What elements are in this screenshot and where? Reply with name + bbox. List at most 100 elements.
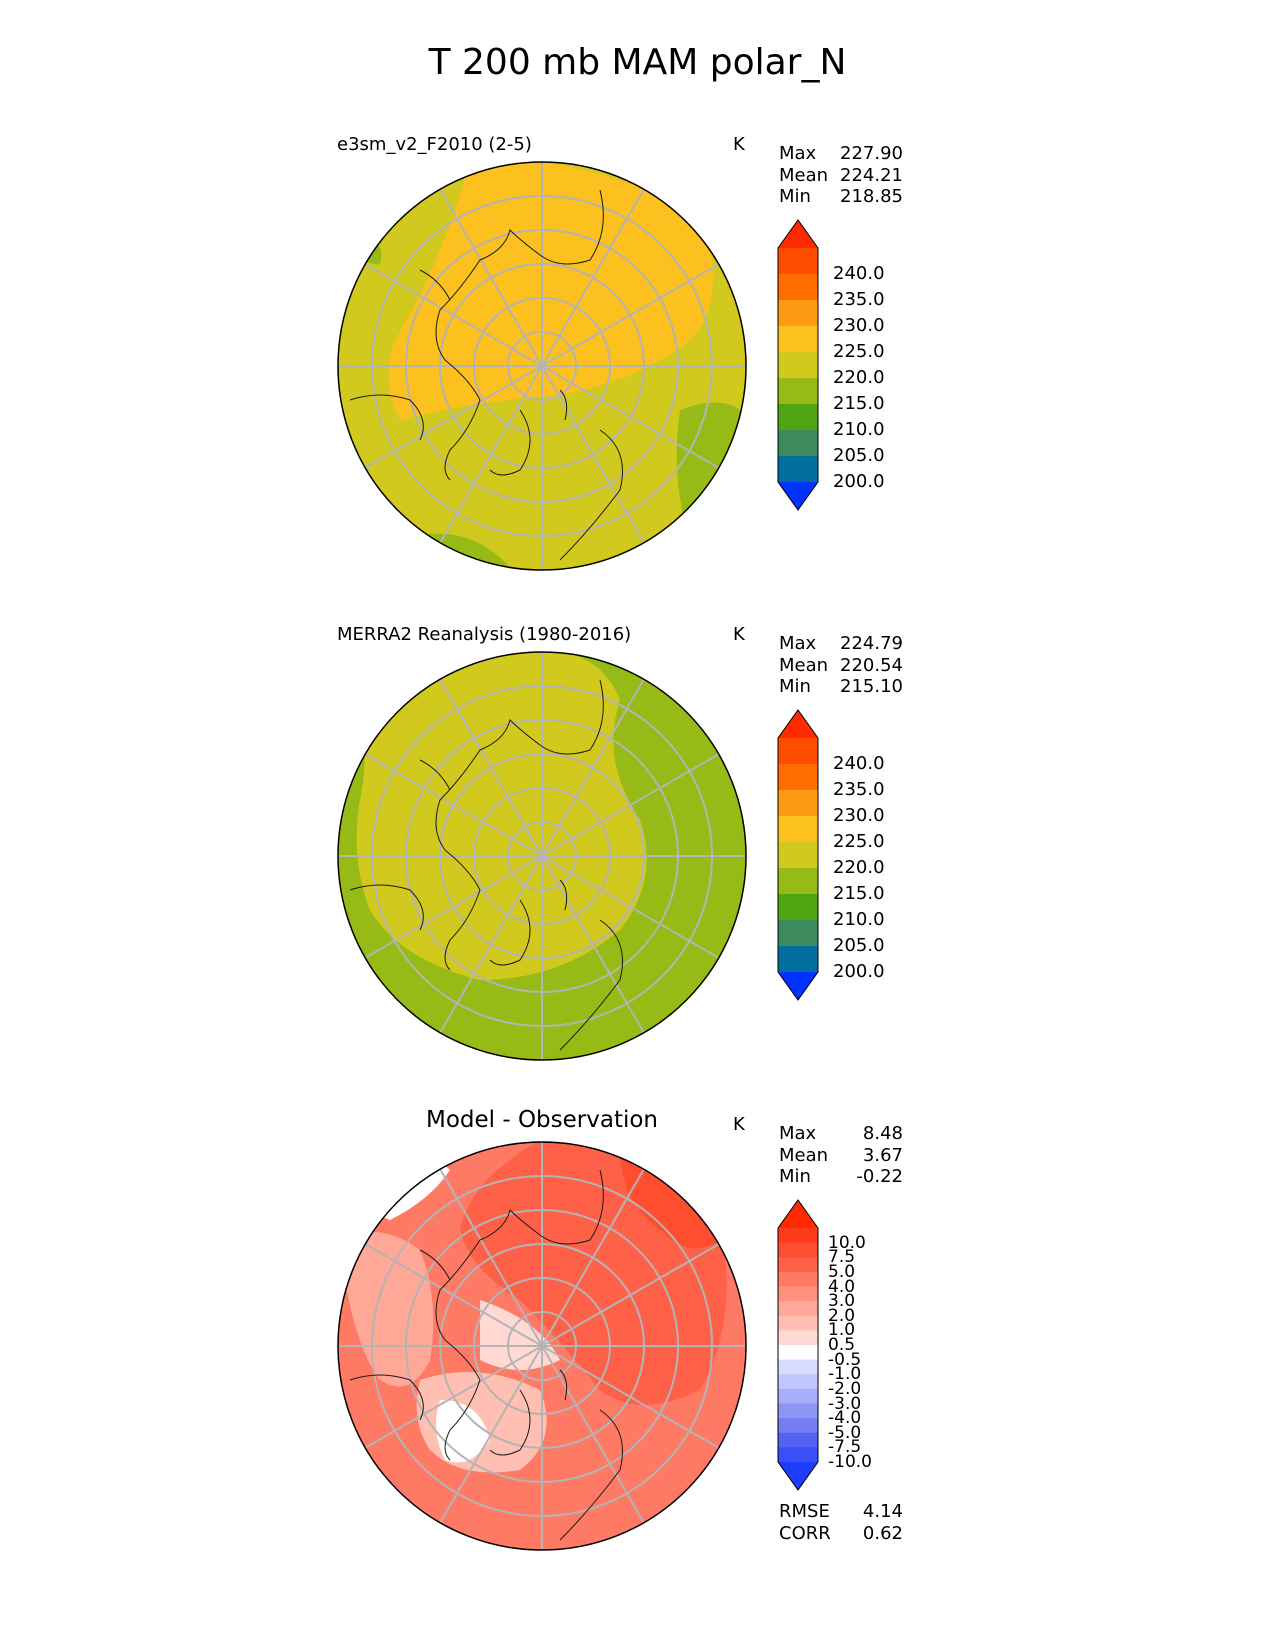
- panel-reference-coastlines: [349, 679, 623, 1051]
- panel-difference-colorbar-tick-label: -2.0: [828, 1378, 862, 1399]
- panel-reference-units: K: [733, 624, 745, 645]
- panel-test-colorbar-segment: [778, 404, 818, 431]
- panel-reference-stats: Max 224.79 Mean 220.54 Min 215.10: [779, 633, 903, 697]
- panel-reference-colorbar-segment: [778, 790, 818, 817]
- panel-test-colorbar-tick-label: 230.0: [833, 315, 885, 336]
- panel-reference-colorbar-tick-label: 200.0: [833, 961, 885, 982]
- panel-test-colorbar-tick-label: 220.0: [833, 367, 885, 388]
- panel-difference-colorbar-segment: [778, 1242, 818, 1258]
- panel-difference-colorbar-segment: [778, 1271, 818, 1287]
- panel-difference-colorbar-segment: [778, 1418, 818, 1434]
- panel-reference-colorbar-segment: [778, 946, 818, 973]
- panel-difference-coastlines: [349, 1169, 623, 1541]
- panel-reference-map-boundary: [337, 651, 747, 1061]
- panel-reference-colorbar-tick-label: 210.0: [833, 909, 885, 930]
- panel-test-colorbar-segment: [778, 326, 818, 353]
- panel-difference-colorbar-segment: [778, 1228, 818, 1244]
- panel-test-colorbar-segment: [778, 300, 818, 327]
- panel-reference-colorbar-segment: [778, 764, 818, 791]
- panel-reference-colorbar-extend-max: [778, 710, 818, 738]
- panel-test-colorbar-segment: [778, 378, 818, 405]
- panel-test-colorbar-tick-label: 240.0: [833, 263, 885, 284]
- panel-difference-label: Model - Observation: [425, 1107, 659, 1133]
- panel-difference-graticule: [338, 1142, 746, 1550]
- panel-test-map-boundary: [337, 161, 747, 571]
- panel-test-colorbar-extend-max: [778, 220, 818, 248]
- panel-reference-colorbar-tick-label: 220.0: [833, 857, 885, 878]
- panel-test-units: K: [733, 134, 745, 155]
- panel-reference-label: MERRA2 Reanalysis (1980-2016): [337, 624, 632, 645]
- panel-test-colorbar-tick-label: 210.0: [833, 419, 885, 440]
- panel-difference-colorbar-tick-label: 3.0: [828, 1291, 856, 1312]
- panel-difference-colorbar-segment: [778, 1447, 818, 1463]
- panel-reference-colorbar-segment: [778, 868, 818, 895]
- panel-test-colorbar-segment: [778, 352, 818, 379]
- panel-difference-colorbar-segment: [778, 1257, 818, 1273]
- panel-difference-colorbar-segment: [778, 1301, 818, 1317]
- panel-difference-colorbar-tick-label: -4.0: [828, 1408, 862, 1429]
- panel-reference-colorbar-segment: [778, 842, 818, 869]
- panel-difference-map-boundary: [337, 1141, 747, 1551]
- figure-title: T 200 mb MAM polar_N: [428, 42, 847, 83]
- panel-reference-colorbar: [777, 709, 819, 1001]
- panel-reference-colorbar-segment: [778, 894, 818, 921]
- panel-test-colorbar-segment: [778, 274, 818, 301]
- panel-test-colorbar-tick-label: 205.0: [833, 445, 885, 466]
- panel-test-colorbar-tick-label: 235.0: [833, 289, 885, 310]
- panel-reference-colorbar-tick-label: 215.0: [833, 883, 885, 904]
- panel-test-colorbar: [777, 219, 819, 511]
- panel-reference-colorbar-tick-label: 205.0: [833, 935, 885, 956]
- panel-difference-metrics: RMSE 4.14 CORR 0.62: [779, 1501, 903, 1544]
- panel-difference-colorbar-segment: [778, 1432, 818, 1448]
- panel-difference-units: K: [733, 1114, 745, 1135]
- panel-reference-colorbar-tick-label: 225.0: [833, 831, 885, 852]
- panel-difference-colorbar-tick-label: -7.5: [828, 1437, 862, 1458]
- panel-difference-colorbar-tick-label: -10.0: [828, 1452, 872, 1472]
- panel-test-colorbar-segment: [778, 430, 818, 457]
- panel-difference-colorbar-tick-label: -1.0: [828, 1364, 862, 1385]
- panel-reference-colorbar-tick-label: 230.0: [833, 805, 885, 826]
- panel-difference-stats: Max 8.48 Mean 3.67 Min -0.22: [779, 1123, 903, 1187]
- panel-test-label: e3sm_v2_F2010 (2-5): [337, 134, 532, 155]
- panel-difference-colorbar-tick-label: 1.0: [828, 1320, 856, 1341]
- panel-reference-colorbar-segment: [778, 816, 818, 843]
- panel-difference-colorbar-tick-label: 5.0: [828, 1261, 856, 1282]
- panel-difference-colorbar-segment: [778, 1403, 818, 1419]
- panel-difference-colorbar-segment: [778, 1359, 818, 1375]
- panel-difference-colorbar-segment: [778, 1315, 818, 1331]
- panel-test-colorbar-segment: [778, 248, 818, 275]
- panel-difference-colorbar-tick-label: 4.0: [828, 1276, 856, 1297]
- panel-difference-colorbar-tick-label: -5.0: [828, 1422, 862, 1443]
- panel-reference-colorbar-segment: [778, 738, 818, 765]
- panel-difference-colorbar-extend-max: [778, 1200, 818, 1228]
- panel-test-colorbar-tick-label: 225.0: [833, 341, 885, 362]
- panel-difference-colorbar-segment: [778, 1286, 818, 1302]
- panel-test-stats: Max 227.90 Mean 224.21 Min 218.85: [779, 143, 903, 207]
- panel-difference-colorbar-tick-label: -3.0: [828, 1393, 862, 1414]
- panel-difference-colorbar-outline: [777, 1199, 819, 1491]
- panel-reference-graticule: [338, 652, 746, 1060]
- panel-difference-colorbar-tick-label: 0.5: [828, 1335, 856, 1355]
- panel-reference-colorbar-segment: [778, 920, 818, 947]
- panel-reference-colorbar-outline: [777, 709, 819, 1001]
- panel-difference-colorbar-tick-label: 2.0: [828, 1305, 856, 1326]
- panel-difference-colorbar: [777, 1199, 819, 1491]
- panel-difference-colorbar-segment: [778, 1388, 818, 1404]
- panel-reference-colorbar-tick-label: 235.0: [833, 779, 885, 800]
- panel-reference-colorbar-extend-min: [778, 972, 818, 1000]
- panel-reference-colorbar-tick-label: 240.0: [833, 753, 885, 774]
- panel-difference-colorbar-segment: [778, 1374, 818, 1390]
- panel-difference-colorbar-segment: [778, 1345, 818, 1361]
- panel-difference-colorbar-segment: [778, 1330, 818, 1346]
- panel-test-colorbar-segment: [778, 456, 818, 483]
- panel-difference-colorbar-tick-label: 7.5: [828, 1247, 856, 1268]
- panel-test-coastlines: [349, 189, 623, 561]
- panel-test-graticule: [338, 162, 746, 570]
- panel-test-colorbar-tick-label: 200.0: [833, 471, 885, 492]
- panel-test-colorbar-outline: [777, 219, 819, 511]
- panel-difference-colorbar-tick-label: -0.5: [828, 1349, 862, 1370]
- panel-test-colorbar-tick-label: 215.0: [833, 393, 885, 414]
- panel-difference-colorbar-tick-label: 10.0: [828, 1232, 866, 1253]
- panel-difference-colorbar-extend-min: [778, 1462, 818, 1490]
